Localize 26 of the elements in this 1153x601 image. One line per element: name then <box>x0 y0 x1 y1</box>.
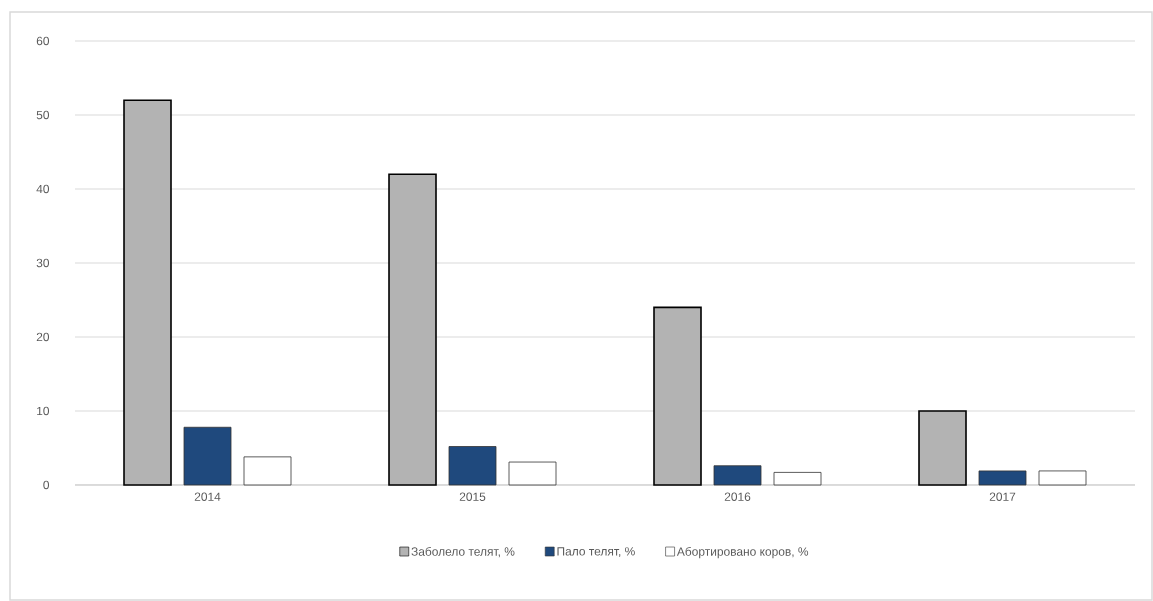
bar <box>508 461 557 486</box>
bar <box>183 426 232 486</box>
x-tick-label: 2015 <box>459 492 486 501</box>
y-tick-label: 20 <box>36 332 50 342</box>
legend-label: Абортировано коров, % <box>676 546 809 559</box>
bar <box>1038 470 1087 486</box>
y-tick-label: 50 <box>36 110 50 120</box>
y-tick-label: 40 <box>36 184 50 194</box>
bar <box>123 99 172 486</box>
y-tick-label: 30 <box>36 258 50 268</box>
bar <box>773 472 822 486</box>
y-tick-label: 60 <box>36 36 50 46</box>
x-tick-label: 2016 <box>724 492 751 501</box>
legend-label: Заболело телят, % <box>411 546 515 558</box>
bar <box>653 306 702 486</box>
bar <box>243 456 292 486</box>
bar <box>388 173 437 486</box>
x-tick-label: 2017 <box>989 492 1016 501</box>
bar <box>918 410 967 486</box>
legend-label: Пало телят, % <box>557 547 635 557</box>
bar <box>713 465 762 486</box>
y-tick-label: 0 <box>43 480 50 490</box>
y-tick-label: 10 <box>37 406 50 416</box>
bar <box>448 446 497 486</box>
bar <box>978 470 1027 486</box>
x-tick-label: 2014 <box>194 492 221 501</box>
